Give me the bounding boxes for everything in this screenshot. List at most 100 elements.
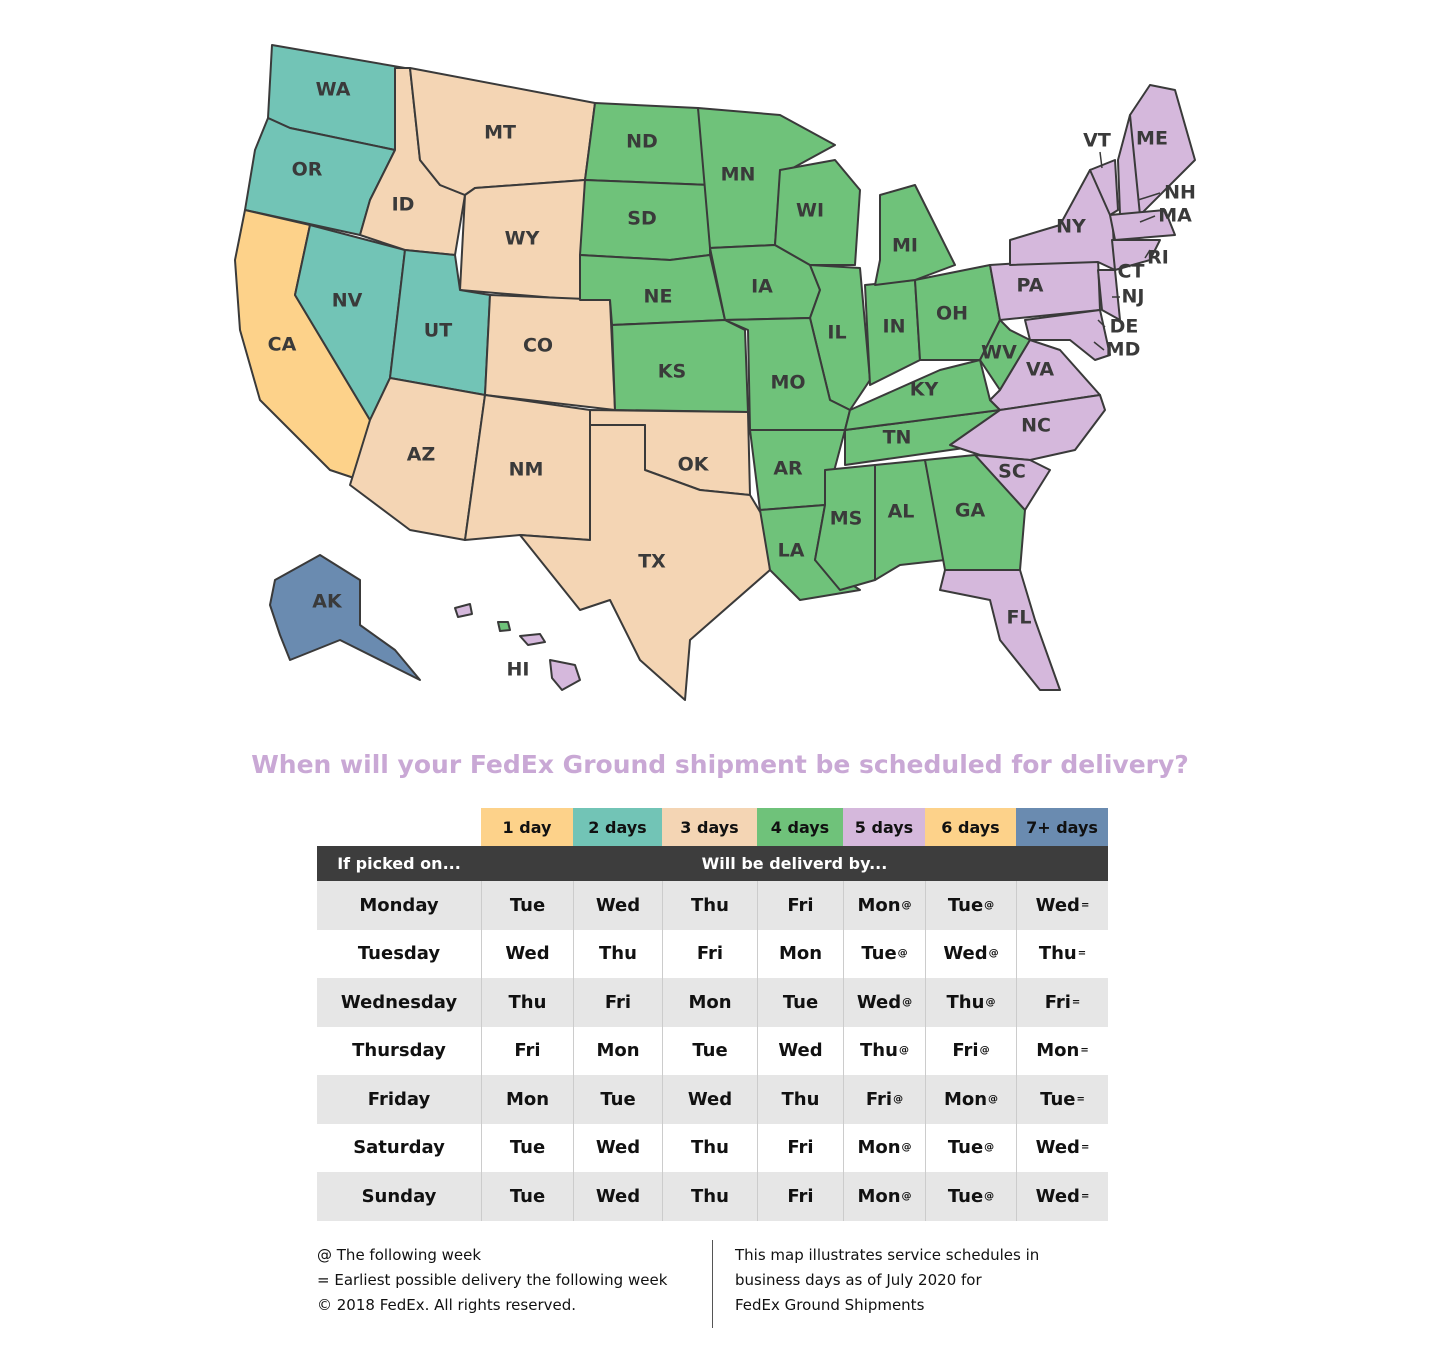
state-label: OK xyxy=(678,454,710,476)
state-shape xyxy=(497,621,511,632)
state-label: OH xyxy=(936,303,968,325)
cell-text: Thu xyxy=(946,991,985,1013)
cell: Fri @ xyxy=(925,1026,1016,1075)
cell: Fri xyxy=(481,1026,573,1075)
state-shape xyxy=(979,319,1031,391)
state-shape xyxy=(454,603,473,618)
state-label: WV xyxy=(981,342,1017,364)
cell-text: Tue xyxy=(692,1040,728,1062)
cell: Tue xyxy=(481,1172,573,1221)
day-label: Thursday xyxy=(352,1040,446,1062)
cell: Thu xyxy=(573,929,662,978)
cell: Thu xyxy=(757,1075,843,1124)
state-shape xyxy=(459,179,586,301)
state-label: NM xyxy=(509,459,544,481)
cell-note: @ xyxy=(898,1045,909,1057)
day-label: Saturday xyxy=(353,1137,445,1159)
cell-text: Mon xyxy=(943,1088,988,1110)
cell: Thu xyxy=(481,978,573,1027)
state-label: FL xyxy=(1006,607,1031,629)
cell-text: Thu xyxy=(1038,943,1077,965)
cell: Fri xyxy=(662,929,757,978)
cell: Mon xyxy=(573,1026,662,1075)
header-left: If picked on... xyxy=(317,846,481,881)
leader-lines xyxy=(1093,151,1161,351)
cell: Fri = xyxy=(1016,978,1108,1027)
cell: Wed xyxy=(662,1075,757,1124)
cell: Mon xyxy=(662,978,757,1027)
footnotes: @ The following week = Earliest possible … xyxy=(317,1243,667,1318)
cell: Tue xyxy=(481,881,573,930)
state-label: CA xyxy=(268,334,297,356)
state-shape xyxy=(874,184,956,286)
day-label: Friday xyxy=(317,1075,481,1124)
state-shape xyxy=(774,159,861,266)
cell-text: Wed xyxy=(1035,1185,1080,1207)
state-label: MA xyxy=(1158,205,1192,227)
cell-text: Tue xyxy=(509,1185,546,1207)
cell-note: @ xyxy=(893,1093,904,1105)
cell-note: @ xyxy=(902,996,913,1008)
state-label: DE xyxy=(1110,316,1139,338)
state-shape xyxy=(1111,239,1161,271)
cell: Fri xyxy=(757,1172,843,1221)
state-label: WI xyxy=(796,200,824,222)
cell: Mon = xyxy=(1016,1026,1108,1075)
cell-note: @ xyxy=(901,1142,912,1154)
cell-note: = xyxy=(1080,899,1090,911)
cell: Fri @ xyxy=(843,1075,925,1124)
states xyxy=(234,44,1196,701)
schedule-table: 1 day 2 days 3 days 4 days 5 days 6 days 7+ da… xyxy=(317,808,1108,1221)
cell-text: Thu xyxy=(508,991,547,1013)
state-shape xyxy=(1089,159,1119,216)
zone-header: 3 days xyxy=(662,808,757,846)
state-label: SD xyxy=(627,208,656,230)
state-label: KY xyxy=(910,379,939,401)
cell-note: = xyxy=(1080,1142,1090,1154)
cell-note: @ xyxy=(901,899,912,911)
cell-text: Thu xyxy=(691,1185,729,1207)
cell-text: Fri xyxy=(696,943,724,965)
cell: Tue @ xyxy=(925,1123,1016,1172)
cell: Wed @ xyxy=(925,929,1016,978)
divider xyxy=(712,1240,713,1328)
state-shape xyxy=(949,394,1106,461)
cell-note: @ xyxy=(901,1190,912,1202)
cell-text: Fri xyxy=(787,894,814,916)
cell-text: Wed xyxy=(856,991,902,1013)
cell: Mon @ xyxy=(843,1123,925,1172)
day-label: Tuesday xyxy=(357,943,441,965)
cell-text: Tue xyxy=(947,1185,984,1207)
blank xyxy=(317,808,481,846)
cell: Mon @ xyxy=(843,881,925,930)
cell-note: @ xyxy=(979,1045,990,1057)
state-label: ME xyxy=(1136,128,1168,150)
cell-text: Fri xyxy=(787,1185,814,1207)
state-label: CT xyxy=(1118,261,1145,283)
state-label: TX xyxy=(638,551,666,573)
cell: Tue xyxy=(573,1075,662,1124)
state-shape xyxy=(1109,209,1176,241)
state-shape xyxy=(549,659,581,691)
footer-line: FedEx Ground Shipments xyxy=(735,1296,925,1314)
cell: Thu @ xyxy=(925,978,1016,1027)
cell-text: Wed xyxy=(1035,1137,1080,1159)
state-label: IL xyxy=(827,322,846,344)
cell: Mon xyxy=(481,1075,573,1124)
cell-text: Mon xyxy=(688,991,732,1013)
cell-text: Wed xyxy=(595,1185,641,1207)
cell-note: = xyxy=(1080,1190,1090,1202)
cell: Tue @ xyxy=(925,881,1016,930)
zone-header: 7+ days xyxy=(1016,808,1108,846)
footer-line: = Earliest possible delivery the followi… xyxy=(317,1271,668,1289)
cell-text: Tue xyxy=(861,943,897,965)
state-label: MN xyxy=(721,164,756,186)
cell-note: @ xyxy=(988,948,999,960)
zone-header: 6 days xyxy=(925,808,1016,846)
cell-note: @ xyxy=(984,899,995,911)
cell: Thu xyxy=(662,1172,757,1221)
state-label: NJ xyxy=(1122,286,1145,308)
zone-header: 4 days xyxy=(757,808,843,846)
cell-text: Wed xyxy=(595,1137,641,1159)
state-label: NC xyxy=(1021,415,1051,437)
